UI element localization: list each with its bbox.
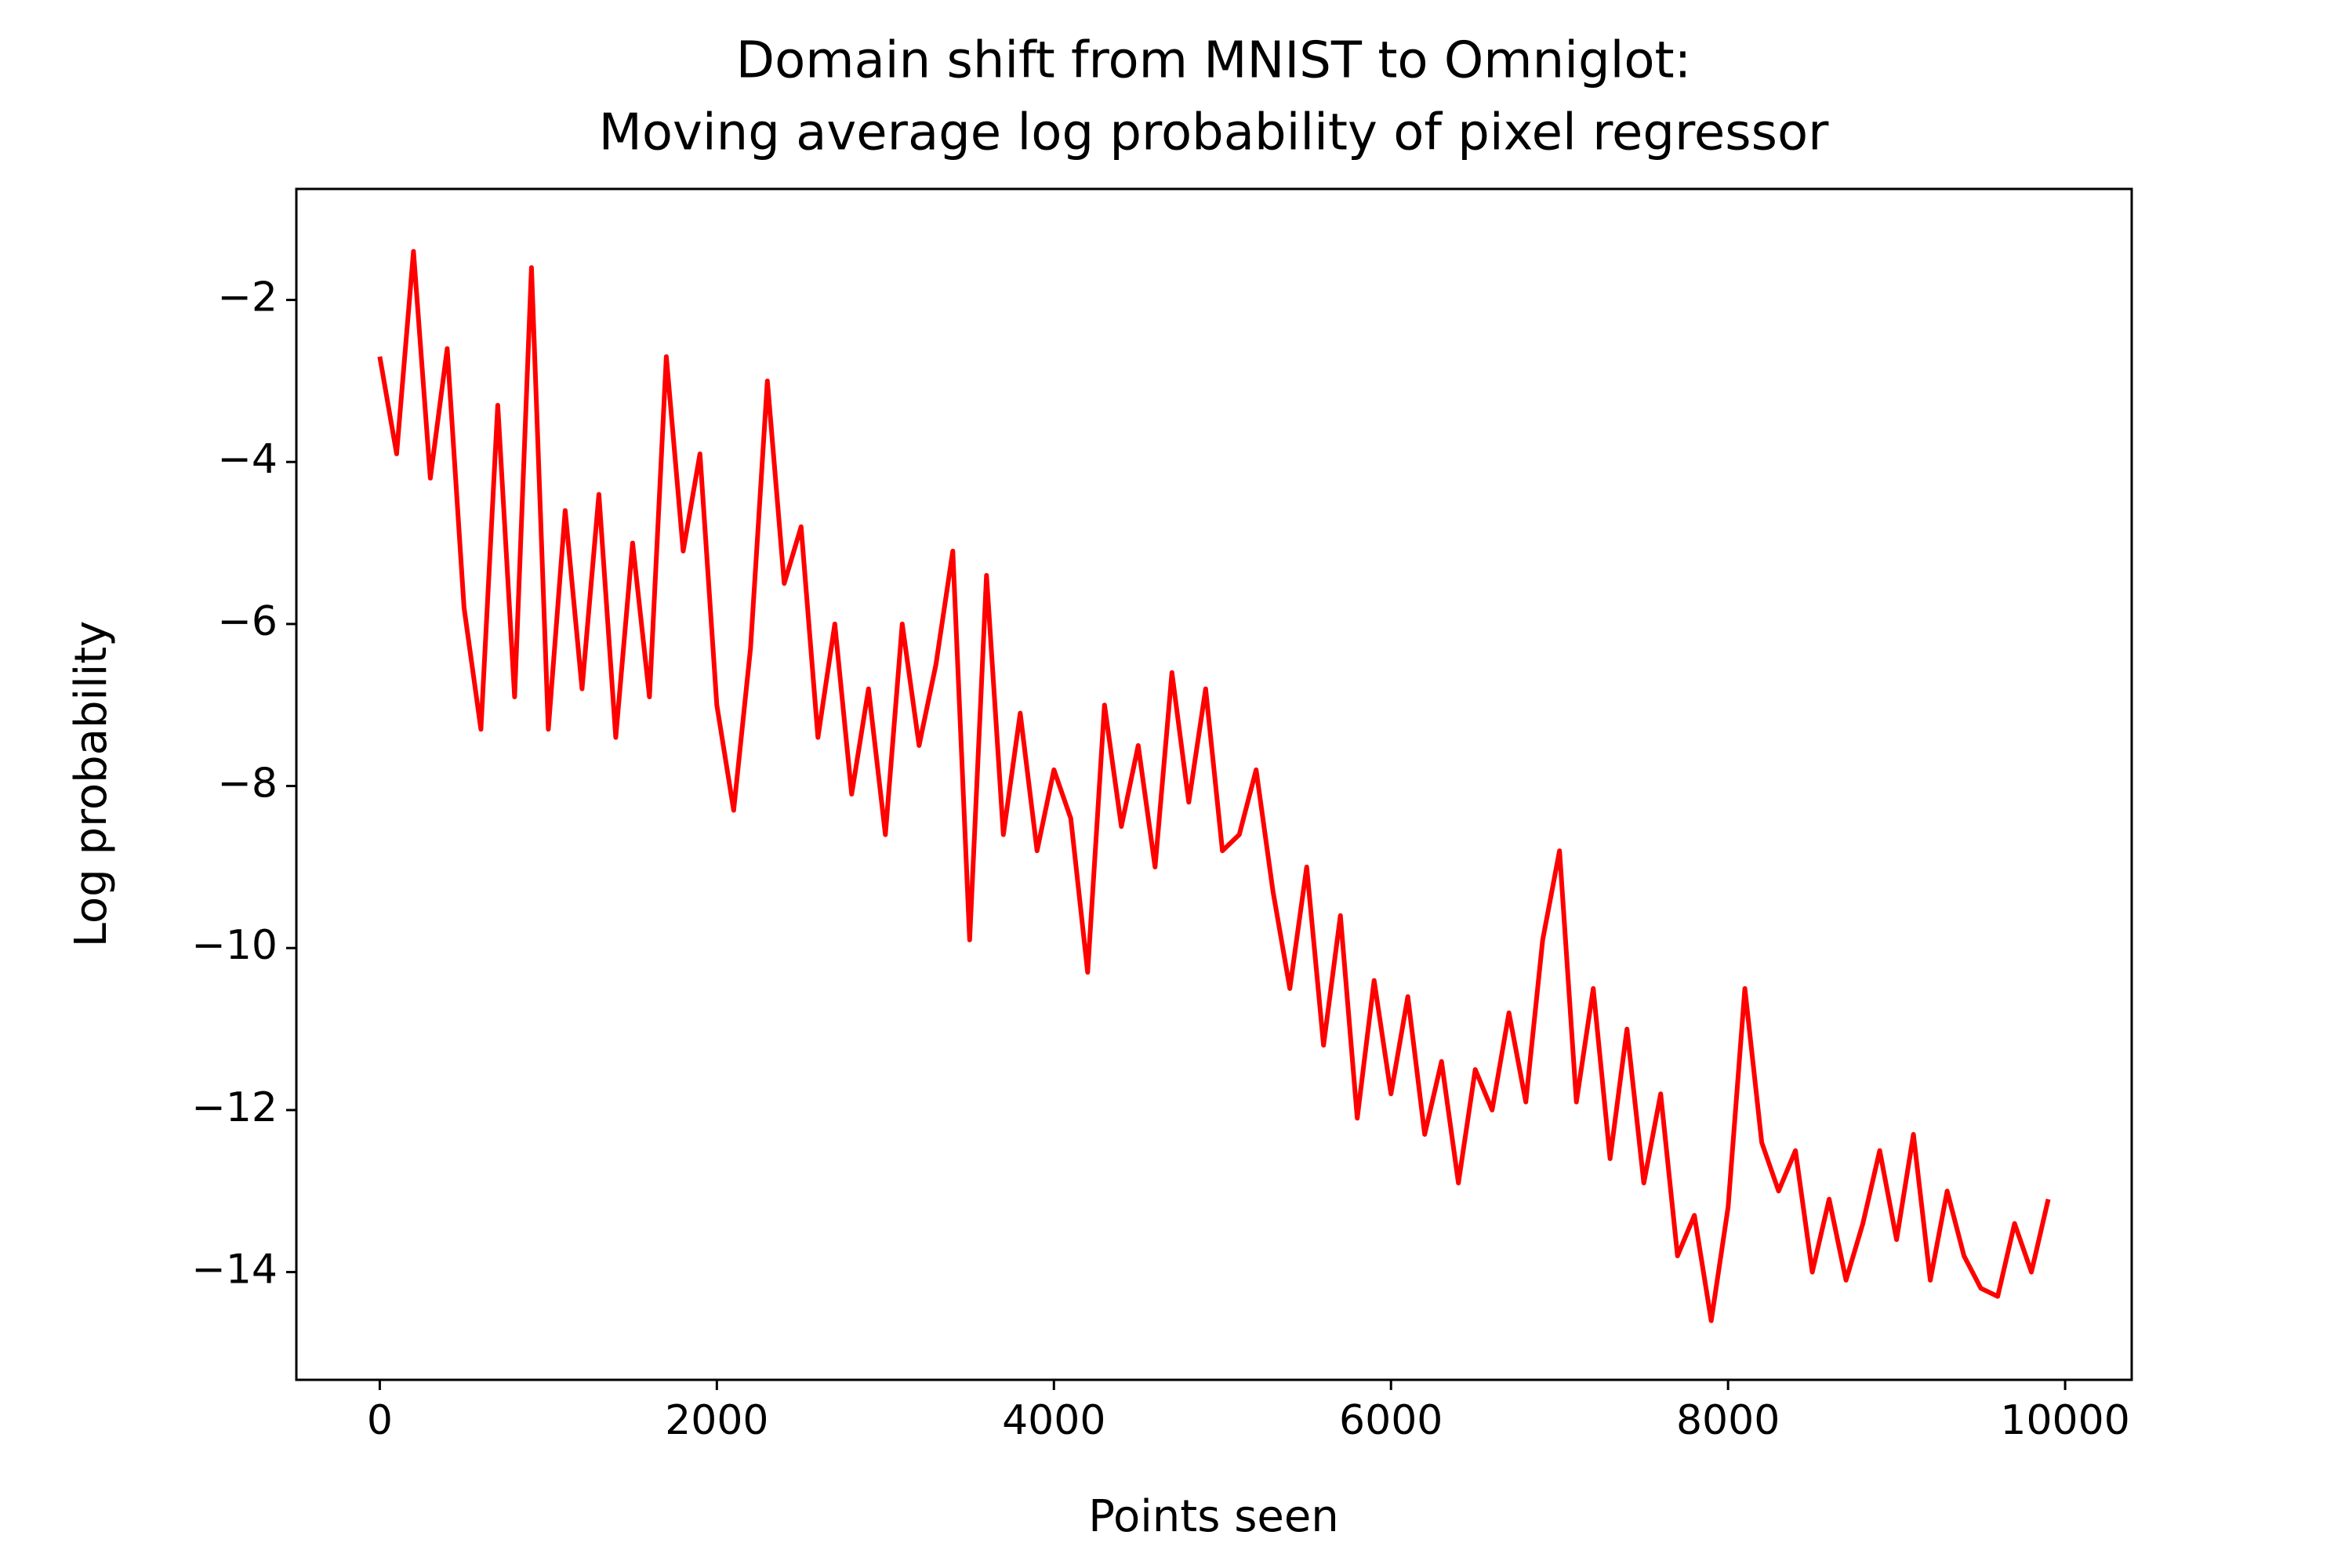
x-tick-label: 8000 (1676, 1397, 1780, 1444)
y-tick-label: −2 (217, 274, 278, 321)
chart-title: Moving average log probability of pixel … (599, 104, 1830, 162)
y-tick-label: −4 (217, 436, 278, 483)
x-tick-label: 10000 (2000, 1397, 2129, 1444)
x-tick-label: 6000 (1339, 1397, 1443, 1444)
y-tick-label: −10 (191, 922, 278, 969)
y-tick-label: −6 (217, 598, 278, 645)
y-tick-label: −12 (191, 1084, 278, 1131)
y-tick-label: −8 (217, 760, 278, 808)
x-tick-label: 2000 (665, 1397, 768, 1444)
x-tick-label: 0 (367, 1397, 393, 1444)
x-tick-label: 4000 (1002, 1397, 1105, 1444)
data-line (377, 249, 2051, 1323)
y-tick-label: −14 (191, 1247, 278, 1294)
x-axis-label: Points seen (1088, 1491, 1339, 1542)
chart-title: Domain shift from MNIST to Omniglot: (736, 32, 1691, 90)
y-axis-label: Log probability (66, 621, 117, 948)
plot-frame (295, 187, 2133, 1381)
